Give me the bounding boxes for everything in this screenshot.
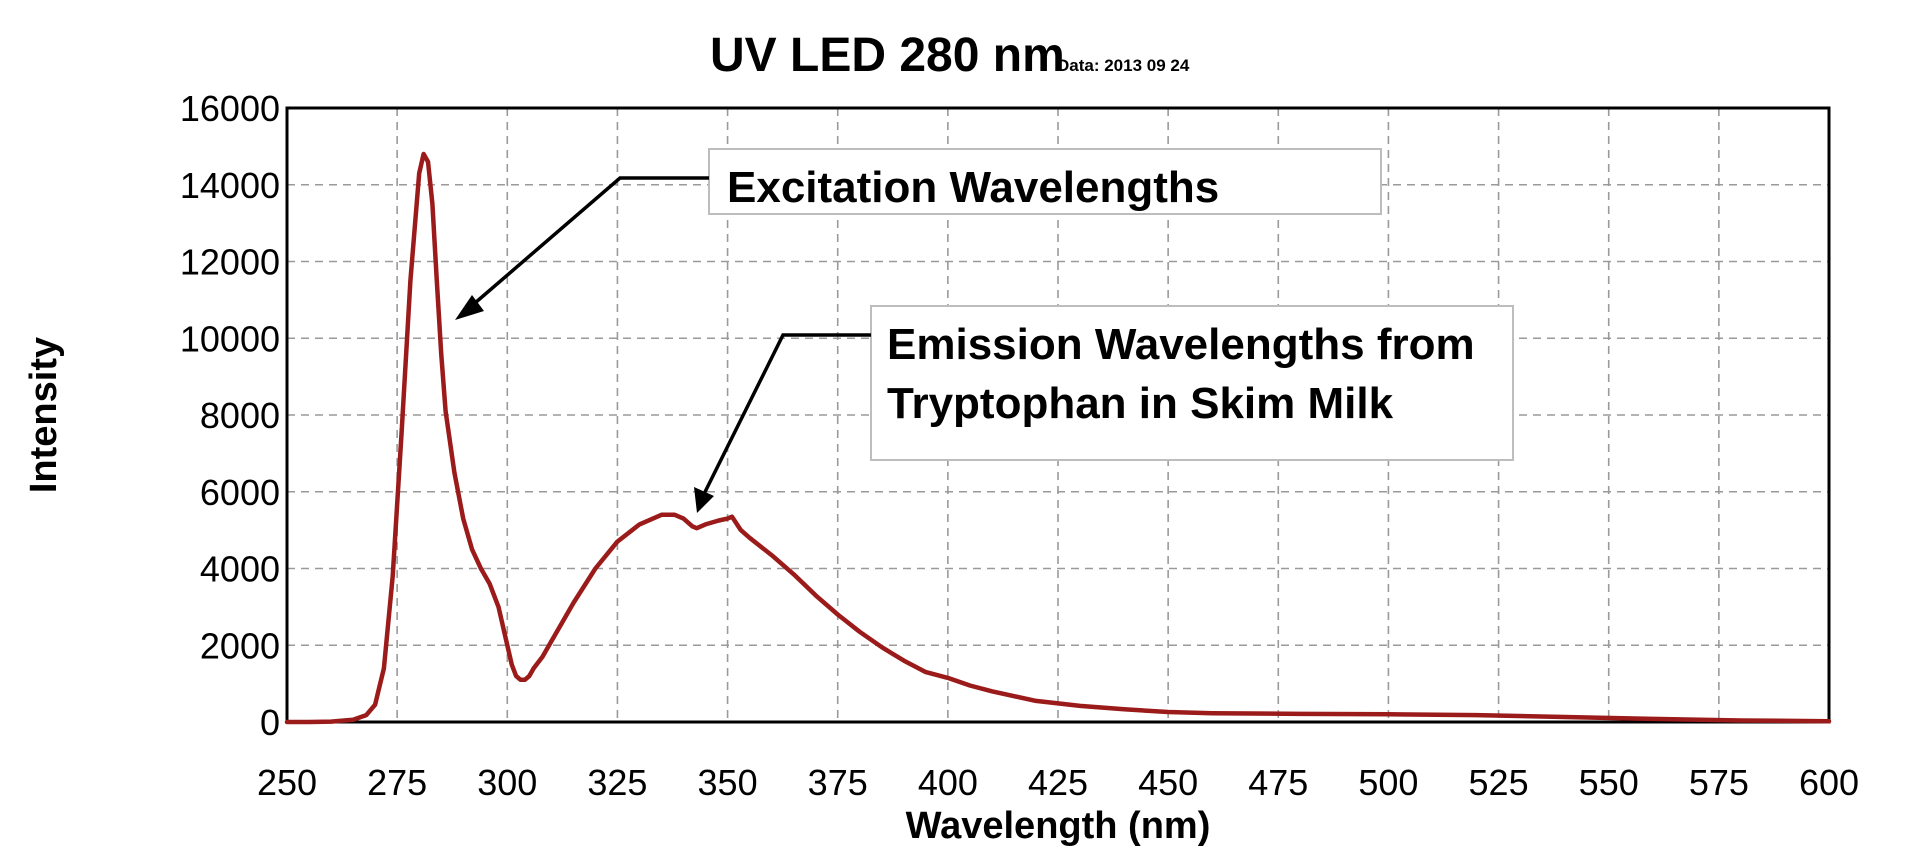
y-tick-label-12000: 12000 [180, 242, 280, 283]
annotation-emission: Emission Wavelengths from Tryptophan in … [694, 305, 1514, 513]
plot-area-frame [285, 106, 1831, 724]
y-tick-label-0: 0 [260, 702, 280, 743]
x-tick-label-500: 500 [1358, 762, 1418, 803]
annotation-excitation-text: Excitation Wavelengths [727, 163, 1219, 212]
x-tick-label-275: 275 [367, 762, 427, 803]
annotation-excitation: Excitation Wavelengths [455, 148, 1382, 320]
y-axis-title: Intensity [23, 337, 65, 493]
annotation-excitation-box [708, 148, 1382, 215]
y-tick-label-6000: 6000 [200, 472, 280, 513]
series-layer [284, 151, 1832, 725]
x-tick-label-375: 375 [808, 762, 868, 803]
annotation-emission-leader [702, 333, 871, 495]
chart-subtitle: Data: 2013 09 24 [1057, 56, 1190, 75]
y-tick-label-8000: 8000 [200, 395, 280, 436]
x-tick-label-450: 450 [1138, 762, 1198, 803]
x-tick-label-600: 600 [1799, 762, 1859, 803]
y-tick-label-4000: 4000 [200, 549, 280, 590]
x-tick-label-400: 400 [918, 762, 978, 803]
y-tick-label-2000: 2000 [200, 625, 280, 666]
x-tick-label-250: 250 [257, 762, 317, 803]
x-tick-label-525: 525 [1469, 762, 1529, 803]
annotation-emission-arrowhead [694, 487, 714, 513]
x-tick-label-300: 300 [477, 762, 537, 803]
annotation-emission-text-line2: Tryptophan in Skim Milk [887, 379, 1394, 428]
y-tick-label-16000: 16000 [180, 88, 280, 129]
annotation-excitation-arrowhead [455, 295, 484, 320]
annotation-emission-box [870, 305, 1514, 461]
x-tick-label-350: 350 [698, 762, 758, 803]
x-tick-label-325: 325 [587, 762, 647, 803]
series-line-0 [284, 151, 1832, 725]
y-tick-label-14000: 14000 [180, 165, 280, 206]
chart-title: UV LED 280 nm [710, 29, 1065, 82]
x-tick-label-475: 475 [1248, 762, 1308, 803]
y-axis-ticks: 0 2000 4000 6000 8000 10000 12000 14000 16000 [180, 88, 280, 743]
x-tick-label-425: 425 [1028, 762, 1088, 803]
x-tick-label-575: 575 [1689, 762, 1749, 803]
x-axis-ticks: 250 275 300 325 350 375 400 425 450 475 500 525 550 5… [257, 762, 1859, 803]
x-axis-title: Wavelength (nm) [906, 805, 1211, 847]
annotation-emission-text-line1: Emission Wavelengths from [887, 320, 1475, 369]
y-tick-label-10000: 10000 [180, 318, 280, 359]
x-tick-label-550: 550 [1579, 762, 1639, 803]
annotation-excitation-leader [466, 176, 709, 311]
